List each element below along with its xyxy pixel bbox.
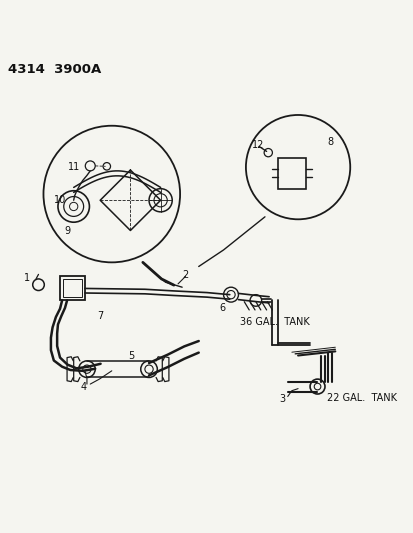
Bar: [60, 276, 85, 301]
Text: 9: 9: [64, 227, 70, 236]
Text: 36 GAL.  TANK: 36 GAL. TANK: [240, 317, 309, 327]
Text: 11: 11: [68, 162, 81, 172]
Text: 12: 12: [251, 140, 263, 150]
Text: 2: 2: [182, 270, 188, 280]
Text: 10: 10: [54, 195, 66, 205]
Text: 8: 8: [326, 138, 332, 147]
Text: 7: 7: [97, 311, 103, 321]
Text: 22 GAL.  TANK: 22 GAL. TANK: [326, 393, 396, 403]
Text: 1: 1: [24, 273, 30, 283]
Text: 3: 3: [279, 394, 285, 404]
Text: 4314  3900A: 4314 3900A: [8, 63, 101, 76]
Text: 5: 5: [128, 351, 134, 360]
Bar: [277, 158, 305, 189]
Text: 4: 4: [81, 382, 87, 392]
Bar: [63, 279, 81, 297]
Text: 6: 6: [219, 303, 225, 313]
